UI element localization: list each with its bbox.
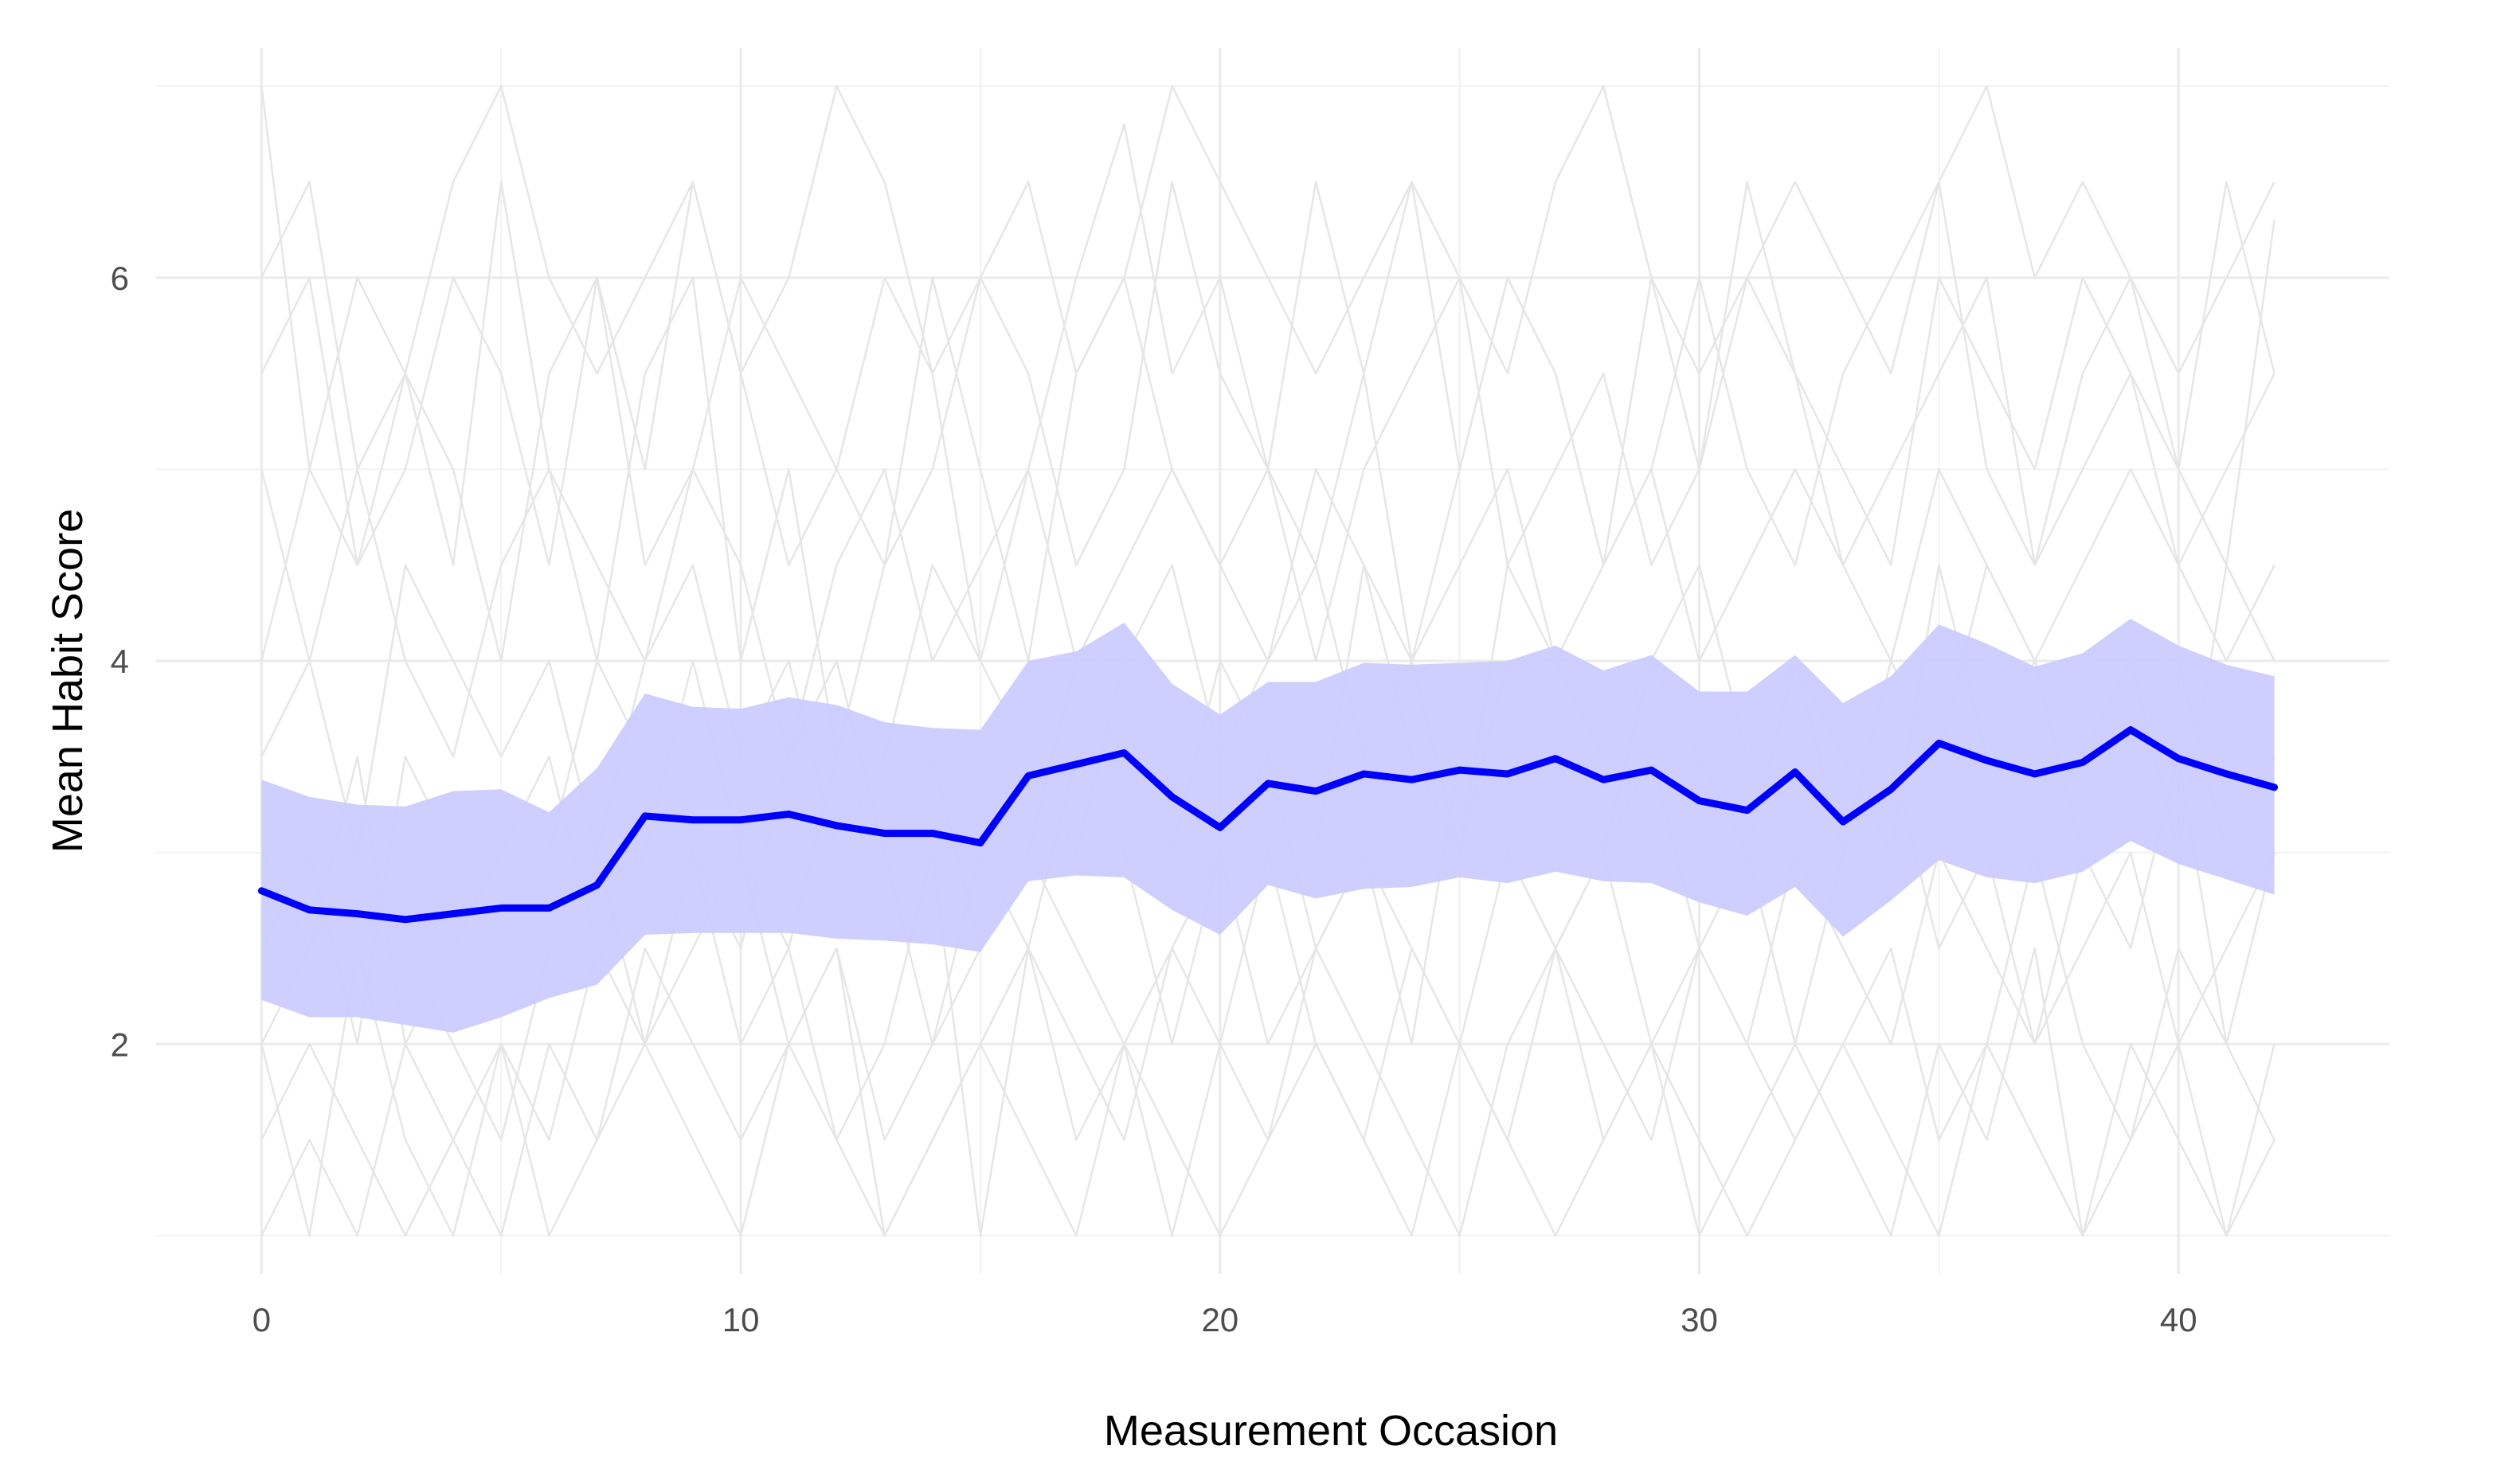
x-tick-label: 0 xyxy=(252,1301,271,1338)
x-tick-labels: 0 10 20 30 40 xyxy=(252,1301,2197,1338)
y-tick-label: 6 xyxy=(111,260,129,297)
individual-trajectory-line xyxy=(260,181,2275,662)
mean-line xyxy=(257,726,2279,924)
confidence-ribbon-layer xyxy=(261,619,2275,1033)
x-axis-title: Measurement Occasion xyxy=(1104,1407,1558,1455)
x-tick-label: 30 xyxy=(1681,1301,1718,1338)
x-tick-label: 20 xyxy=(1201,1301,1238,1338)
individual-trajectory-line xyxy=(260,1043,2275,1237)
y-tick-labels: 2 4 6 xyxy=(111,260,129,1064)
y-axis-title: Mean Habit Score xyxy=(44,509,92,853)
y-tick-label: 2 xyxy=(111,1026,129,1063)
individual-trajectory-line xyxy=(260,84,2275,471)
confidence-ribbon xyxy=(261,619,2275,1033)
mean-line-layer xyxy=(257,726,2279,924)
y-tick-label: 4 xyxy=(111,643,129,680)
x-tick-label: 10 xyxy=(722,1301,760,1338)
individual-trajectory-line xyxy=(260,468,2275,758)
x-tick-label: 40 xyxy=(2160,1301,2197,1338)
